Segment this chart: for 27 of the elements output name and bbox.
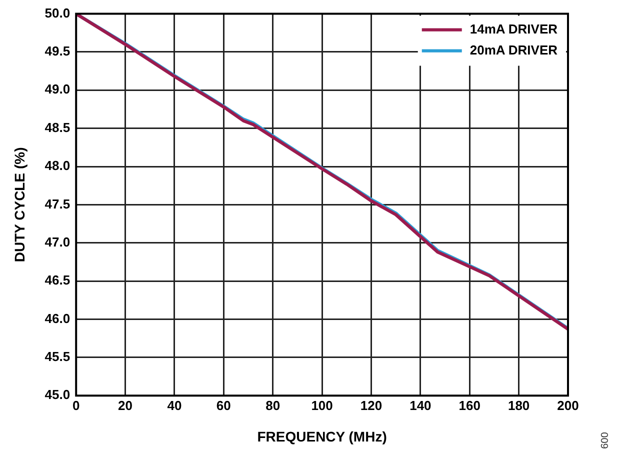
x-tick-label: 140 (410, 398, 432, 413)
y-tick-label: 49.0 (44, 82, 70, 97)
y-tick-label: 48.0 (44, 158, 70, 174)
y-tick-label: 45.5 (44, 349, 70, 364)
y-tick-label: 46.5 (44, 272, 70, 288)
y-tick-label: 47.0 (44, 234, 70, 250)
x-axis-title: FREQUENCY (MHz) (257, 428, 387, 444)
x-tick-label: 200 (557, 398, 579, 413)
y-axis-title: DUTY CYCLE (%) (11, 147, 28, 262)
y-tick-label: 48.5 (44, 120, 70, 135)
legend-label: 14mA DRIVER (470, 21, 558, 36)
y-tick-label: 49.5 (44, 44, 70, 59)
x-tick-label: 100 (311, 398, 333, 413)
y-tick-label: 47.5 (44, 196, 70, 212)
x-tick-label: 60 (216, 398, 231, 413)
x-tick-label: 20 (118, 398, 133, 413)
legend-label: 20mA DRIVER (470, 42, 558, 58)
x-tick-label: 80 (266, 398, 280, 413)
y-tick-label: 45.0 (44, 387, 70, 402)
x-tick-label: 0 (72, 398, 80, 413)
x-tick-label: 160 (458, 398, 480, 413)
x-tick-label: 40 (167, 398, 182, 413)
text: 009 (598, 432, 610, 449)
y-tick-label: 46.0 (44, 310, 70, 326)
x-tick-label: 180 (508, 398, 530, 413)
y-tick-label: 50.0 (44, 5, 70, 20)
x-tick-label: 120 (360, 398, 382, 413)
